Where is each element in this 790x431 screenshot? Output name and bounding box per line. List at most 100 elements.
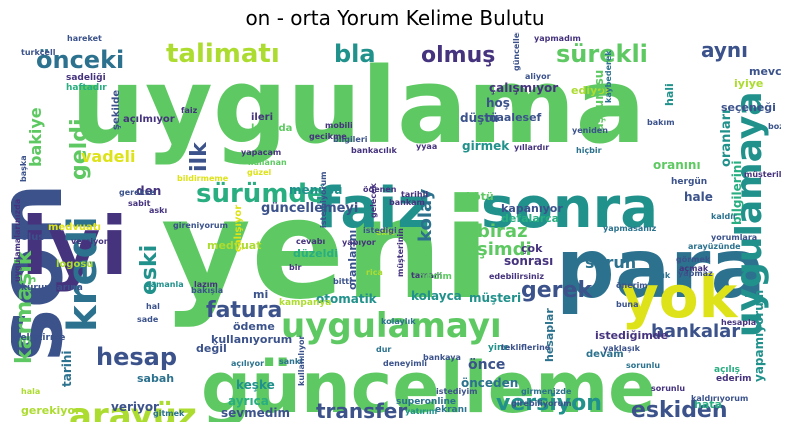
cloud-word: aynı [701, 38, 748, 62]
cloud-word: bakışla [191, 286, 223, 295]
cloud-word: kaldır [711, 212, 737, 221]
cloud-word: keşke [236, 378, 275, 392]
cloud-word: olmuş [421, 43, 495, 68]
cloud-word: değil [196, 342, 227, 355]
cloud-word: gerek [521, 278, 593, 303]
cloud-word: oranını [653, 158, 701, 172]
cloud-word: iyi [21, 200, 128, 293]
cloud-word: vadeli [81, 147, 136, 166]
cloud-word: görmek [676, 255, 711, 264]
cloud-word: yapmadım [534, 34, 581, 43]
cloud-word: biraz [477, 221, 528, 242]
cloud-word: uygulamalarınızda [13, 199, 22, 282]
cloud-word: hala [21, 387, 40, 396]
cloud-word: transfer [316, 399, 407, 422]
cloud-word: mobili [325, 121, 353, 130]
cloud-word: sabah [137, 372, 174, 385]
cloud-word: turkcell [21, 48, 56, 57]
cloud-word: dur [376, 345, 391, 354]
cloud-word: bakım [647, 118, 675, 127]
cloud-word: bankacılık [351, 146, 398, 155]
cloud-word: eski [137, 245, 162, 295]
cloud-word: yok [621, 263, 739, 331]
cloud-word: hergün [671, 177, 707, 187]
cloud-word: açılmıyor [123, 114, 175, 125]
cloud-word: güncellemeyi [261, 201, 358, 216]
cloud-word: sürümde [196, 179, 325, 209]
cloud-word: superonline [396, 397, 456, 407]
cloud-word: bozdu [768, 122, 781, 131]
cloud-word: talimatı [166, 39, 280, 69]
cloud-word: kullanan [248, 158, 287, 167]
cloud-word: yapacam [241, 148, 281, 157]
cloud-word: ayrıca [228, 394, 269, 408]
cloud-word: hesapla [721, 318, 756, 327]
cloud-word: tekliflerine [501, 343, 551, 352]
cloud-word: yaklaşık [603, 344, 641, 353]
cloud-word: istemiyorum [319, 171, 328, 228]
cloud-word: başka [19, 155, 28, 182]
cloud-word: kullanıyorum [211, 333, 292, 346]
cloud-word: veriyor [111, 400, 159, 414]
cloud-word: kurumlarına [21, 283, 83, 293]
cloud-word: istedigi [363, 226, 397, 235]
cloud-word: arayüz [69, 396, 197, 422]
cloud-word: önerim [616, 281, 648, 290]
cloud-word: yapıyor [342, 238, 376, 247]
cloud-word: yatırım [405, 407, 437, 416]
cloud-word: sürekli [556, 40, 648, 68]
cloud-word: yorumlara [711, 233, 757, 242]
cloud-word: hesaplar [543, 308, 556, 362]
cloud-word: açık [652, 271, 671, 280]
cloud-word: hata [694, 398, 722, 411]
cloud-word: sorunlu [651, 384, 685, 393]
cloud-word: ekranı [435, 405, 467, 415]
cloud-word: gireniyorum [173, 221, 228, 230]
cloud-word: buna [616, 300, 639, 309]
cloud-word: girmenizde [521, 387, 572, 396]
cloud-word: den [136, 184, 161, 198]
cloud-word: ileri [251, 112, 273, 123]
cloud-word: gecikme [309, 132, 347, 141]
cloud-word: ederim [716, 374, 752, 384]
cloud-word: kötü [466, 190, 494, 203]
cloud-word: karmaşık [12, 249, 37, 364]
cloud-word: rica [366, 268, 383, 277]
cloud-word: yapmaz [678, 269, 713, 278]
cloud-word: hoş [486, 96, 510, 110]
cloud-word: para [556, 222, 766, 317]
cloud-word: bla [334, 40, 376, 68]
cloud-word: yeniden [572, 126, 608, 135]
cloud-word: müşteri [469, 291, 521, 305]
cloud-word: başvurusu [592, 70, 606, 140]
cloud-word: defalarca [501, 212, 559, 225]
cloud-word: güncelleme [201, 347, 656, 422]
cloud-word: yapmasanız [603, 224, 657, 233]
cloud-word: askı [149, 206, 167, 215]
cloud-word: çok [521, 242, 543, 255]
cloud-word: sonra [481, 176, 658, 241]
cloud-word: girdim [419, 272, 452, 282]
cloud-word: ediyor [571, 84, 611, 97]
cloud-word: bildirmeme [177, 174, 229, 183]
cloud-word: medvuat [207, 239, 261, 252]
cloud-word: mi [253, 288, 268, 301]
cloud-word: olus [21, 232, 44, 243]
cloud-word: düzeldi [293, 247, 338, 260]
cloud-word: gerekiyor [21, 404, 81, 417]
cloud-word: hal [146, 302, 160, 311]
cloud-word: hareket [67, 34, 102, 43]
cloud-word: faiz [181, 106, 198, 115]
cloud-word: menüsü [289, 183, 342, 197]
cloud-word: sonrası [504, 254, 553, 268]
cloud-word: şekilde [111, 90, 122, 130]
cloud-word: düştü [460, 111, 499, 125]
cloud-word: istediğimde [595, 329, 668, 342]
cloud-word: iyiye [734, 77, 763, 90]
cloud-title: on - orta Yorum Kelime Bulutu [245, 6, 545, 30]
cloud-word: bankaya [423, 353, 461, 362]
cloud-word: haftadır [66, 83, 107, 93]
cloud-word: kolaylık [381, 317, 416, 326]
cloud-word: şimdi [477, 239, 532, 260]
